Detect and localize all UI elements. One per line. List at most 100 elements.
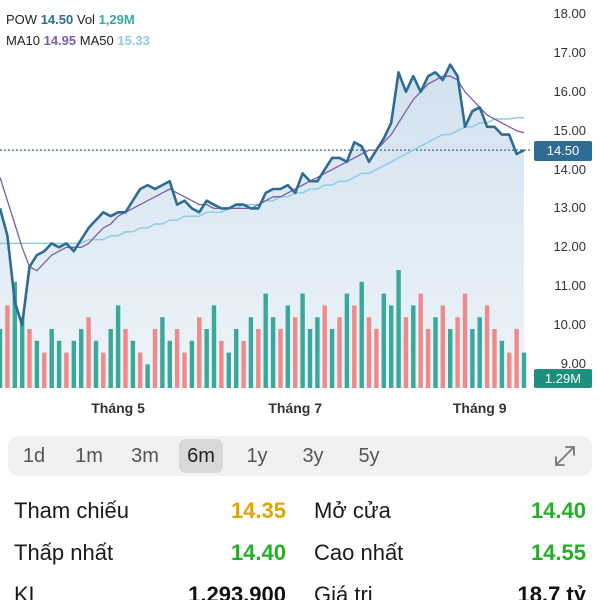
time-range-selector: 1d 1m 3m 6m 1y 3y 5y — [8, 436, 592, 476]
range-tab-1y[interactable]: 1y — [246, 445, 268, 467]
volume-bar — [470, 329, 475, 388]
price-line — [0, 63, 525, 327]
volume-bar — [381, 293, 386, 388]
legend-ma50-label: MA50 — [79, 33, 114, 48]
range-tab-1m[interactable]: 1m — [75, 445, 103, 467]
volume-bar — [130, 340, 136, 388]
y-tick-label: 18.00 — [553, 6, 586, 21]
volume-bar — [42, 352, 47, 388]
volume-bar — [219, 340, 224, 388]
current-price-badge: 14.50 — [534, 141, 592, 161]
y-tick-label: 14.00 — [553, 161, 586, 177]
current-volume-badge: 1.29M — [534, 369, 592, 388]
volume-bar — [115, 305, 121, 388]
volume-bar — [174, 329, 180, 388]
legend-ma10-label: MA10 — [6, 33, 40, 48]
y-tick-label: 10.00 — [553, 317, 586, 333]
volume-bar — [256, 329, 261, 388]
volume-bar — [86, 317, 91, 388]
volume-bar — [300, 293, 305, 388]
volume-bar — [448, 329, 453, 388]
volume-bar — [27, 329, 32, 388]
volume-bar — [145, 364, 150, 388]
volume-bar — [248, 317, 254, 388]
y-tick-label: 12.00 — [553, 239, 586, 255]
price-chart[interactable]: POW 14.50 Vol 1,29M MA10 14.95 MA50 15.3… — [0, 0, 600, 425]
volume-bar — [204, 329, 209, 388]
volume-bar — [197, 317, 202, 388]
volume-bar — [263, 293, 268, 388]
x-tick-label: Tháng 9 — [452, 400, 507, 416]
volume-bar — [507, 352, 512, 388]
volume-bar — [108, 329, 113, 388]
volume-bar — [79, 329, 84, 388]
volume-bar — [123, 329, 128, 388]
range-tab-3y[interactable]: 3y — [302, 445, 324, 467]
volume-bar — [514, 329, 519, 388]
volume-bar — [418, 293, 423, 388]
volume-label: KL — [14, 582, 41, 600]
expand-icon[interactable] — [552, 443, 578, 469]
y-tick-label: 9.00 — [560, 356, 586, 371]
low-price-value: 14.40 — [230, 540, 286, 565]
volume-bar — [71, 340, 76, 388]
volume-bar — [433, 317, 438, 388]
volume-bar — [322, 305, 327, 388]
volume-bar — [0, 329, 3, 388]
volume-bar — [5, 305, 10, 388]
open-price-value: 14.40 — [530, 498, 586, 523]
volume-bar — [499, 340, 505, 388]
volume-bar — [411, 305, 416, 388]
chart-canvas[interactable] — [0, 0, 600, 425]
y-tick-label: 16.00 — [553, 83, 586, 99]
x-tick-label: Tháng 7 — [268, 400, 323, 416]
trade-value-label: Giá trị — [314, 582, 373, 600]
volume-bar — [270, 317, 276, 388]
y-tick-label: 15.00 — [553, 122, 586, 138]
volume-bar — [93, 340, 99, 388]
volume-bar — [12, 281, 17, 388]
volume-bar — [352, 305, 357, 388]
volume-bar — [484, 305, 490, 388]
range-tab-5y[interactable]: 5y — [358, 445, 380, 467]
volume-value: 1,293,900 — [188, 582, 286, 600]
volume-bar — [374, 329, 379, 388]
legend-vol: 1,29M — [98, 12, 135, 27]
trade-value-value: 18.7 tỷ — [517, 582, 587, 600]
range-tab-1d[interactable]: 1d — [22, 445, 46, 467]
volume-bar — [344, 293, 350, 388]
volume-bar — [152, 329, 158, 388]
volume-bar — [160, 317, 165, 388]
volume-bar — [211, 305, 217, 388]
open-price-label: Mở cửa — [314, 498, 391, 523]
low-price-label: Thấp nhất — [14, 540, 114, 565]
volume-bar — [477, 317, 482, 388]
legend-ma50: 15.33 — [117, 33, 150, 48]
ref-price-value: 14.35 — [230, 498, 286, 523]
volume-bar — [329, 329, 335, 388]
range-tab-6m[interactable]: 6m — [179, 439, 223, 473]
volume-bar — [278, 329, 283, 388]
volume-bar — [293, 317, 298, 388]
volume-bar — [359, 281, 364, 388]
volume-bar — [425, 329, 431, 388]
range-tab-3m[interactable]: 3m — [131, 445, 159, 467]
volume-bar — [101, 352, 106, 388]
volume-bar — [403, 317, 409, 388]
legend-vol-label: Vol — [76, 12, 95, 27]
legend-ma10: 14.95 — [43, 33, 77, 48]
legend-price-row: POW 14.50 Vol 1,29M — [6, 12, 135, 28]
volume-bar — [492, 329, 497, 388]
volume-bar — [521, 352, 527, 388]
volume-bar — [167, 340, 172, 388]
legend-symbol: POW — [6, 12, 38, 27]
volume-bar — [234, 329, 239, 388]
volume-bar — [189, 340, 195, 388]
volume-bar — [440, 305, 445, 388]
y-tick-label: 13.00 — [553, 200, 586, 216]
price-area — [0, 64, 524, 388]
high-price-label: Cao nhất — [314, 540, 404, 565]
volume-bar — [396, 270, 401, 388]
volume-bar — [307, 329, 313, 388]
x-tick-label: Tháng 5 — [91, 400, 145, 416]
